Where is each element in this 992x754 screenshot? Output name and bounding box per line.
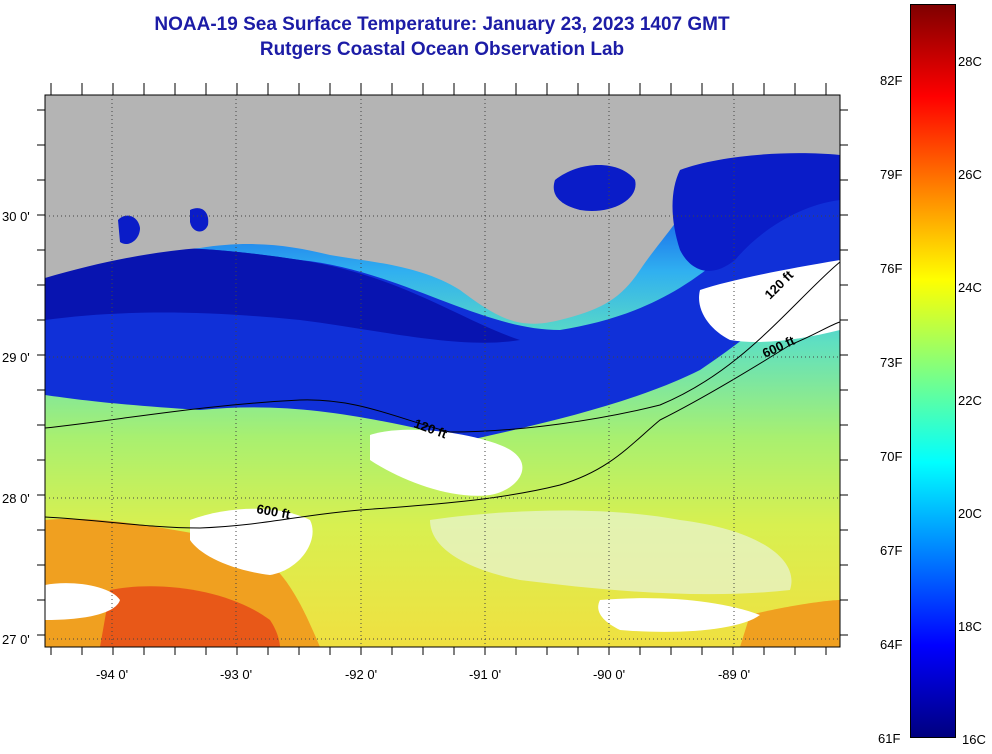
cloud-scatter-south <box>430 510 792 595</box>
isobath-120ft <box>44 261 841 433</box>
lat-label-29: 29 0' <box>2 350 30 365</box>
white-lake <box>190 208 209 232</box>
lon-label-92: -92 0' <box>345 667 377 682</box>
cloud-far-south <box>598 598 760 632</box>
lon-label-91: -91 0' <box>469 667 501 682</box>
lon-label-93: -93 0' <box>220 667 252 682</box>
colorbar-c-16: 16C <box>962 732 986 747</box>
cloud-southwest <box>45 583 120 620</box>
warm-water-core <box>100 586 280 647</box>
colorbar-c-22: 22C <box>958 393 982 408</box>
colorbar-c-20: 20C <box>958 506 982 521</box>
lake-pontchartrain <box>553 165 636 211</box>
colorbar-f-76: 76F <box>880 261 903 276</box>
title-line-1: NOAA-19 Sea Surface Temperature: January… <box>154 14 730 35</box>
lon-label-94: -94 0' <box>96 667 128 682</box>
axis-ticks <box>37 83 848 655</box>
very-cold-nearshore <box>45 248 520 343</box>
lat-label-30: 30 0' <box>2 209 30 224</box>
lon-label-89: -89 0' <box>718 667 750 682</box>
title-line-2: Rutgers Coastal Ocean Observation Lab <box>259 39 625 60</box>
cloud-central <box>370 429 523 496</box>
colorbar-f-67: 67F <box>880 543 903 558</box>
graticule-dotted <box>45 95 840 647</box>
colorbar-f-64: 64F <box>880 637 903 652</box>
cloud-east <box>699 260 840 342</box>
colorbar-f-70: 70F <box>880 449 903 464</box>
calcasieu-lake <box>118 215 140 245</box>
colorbar-c-26: 26C <box>958 167 982 182</box>
colorbar-f-79: 79F <box>880 167 903 182</box>
colorbar-c-28: 28C <box>958 54 982 69</box>
map-frame <box>44 94 841 648</box>
colorbar-f-61: 61F <box>878 731 901 746</box>
lake-borgne-area <box>672 153 840 271</box>
isobath-label-600ft-mid: 600 ft <box>255 501 292 522</box>
colorbar-f-73: 73F <box>880 355 903 370</box>
isobath-600ft <box>44 321 841 529</box>
lat-label-28: 28 0' <box>2 491 30 506</box>
cloud-southcentral <box>190 508 313 575</box>
colorbar-f-82: 82F <box>880 73 903 88</box>
colorbar-c-18: 18C <box>958 619 982 634</box>
warm-water-southeast <box>740 600 840 647</box>
lon-label-90: -90 0' <box>593 667 625 682</box>
land-louisiana <box>45 95 840 324</box>
temperature-colorbar <box>910 4 956 738</box>
lat-label-27: 27 0' <box>2 632 30 647</box>
colorbar-c-24: 24C <box>958 280 982 295</box>
